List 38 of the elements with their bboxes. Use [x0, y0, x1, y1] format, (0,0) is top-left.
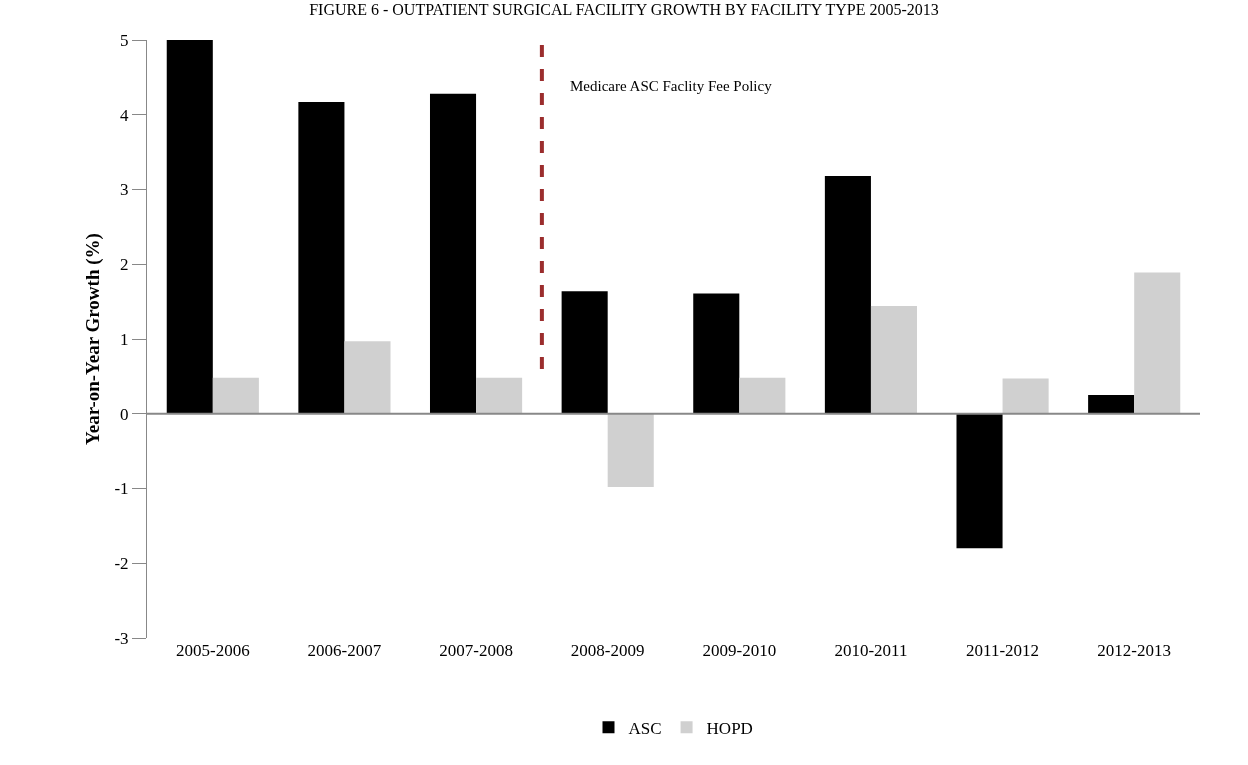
- bar: [1134, 272, 1181, 414]
- y-tick-label: 2: [120, 255, 129, 275]
- bar: [1088, 395, 1135, 414]
- x-tick-label: 2006-2007: [307, 641, 382, 660]
- x-tick-label: 2012-2013: [1097, 641, 1172, 660]
- y-tick-label: 0: [120, 404, 129, 424]
- y-tick-label: -1: [114, 479, 129, 499]
- bar: [561, 291, 608, 414]
- legend-label: HOPD: [706, 718, 753, 738]
- bar: [212, 377, 259, 414]
- y-tick-label: 5: [120, 30, 129, 50]
- annotation: Medicare ASC Faclity Fee Policy: [570, 78, 773, 94]
- bar: [607, 413, 654, 488]
- bar: [870, 306, 918, 414]
- y-tick-label: -2: [114, 554, 129, 574]
- bar: [1002, 378, 1049, 414]
- bar: [476, 377, 523, 414]
- bar: [429, 93, 477, 414]
- y-tick-label: -3: [114, 628, 129, 648]
- x-tick-label: 2011-2012: [966, 641, 1040, 660]
- x-tick-label: 2008-2009: [570, 641, 645, 660]
- y-tick-label: 3: [120, 180, 129, 200]
- y-tick-label: 4: [120, 105, 130, 125]
- x-tick-label: 2009-2010: [702, 641, 777, 660]
- x-tick-label: 2007-2008: [439, 641, 513, 660]
- bar: [739, 377, 786, 414]
- y-tick-label: 1: [120, 329, 129, 349]
- bar: [166, 40, 213, 414]
- bar: [298, 102, 345, 414]
- x-tick-label: 2010-2011: [834, 641, 908, 660]
- bar: [824, 176, 871, 414]
- bar: [693, 293, 740, 414]
- legend-label: ASC: [628, 718, 662, 738]
- x-tick-label: 2005-2006: [175, 641, 250, 660]
- bar: [956, 413, 1003, 549]
- chart-title: FIGURE 6 - OUTPATIENT SURGICAL FACILITY GROWTH BY FACILITY TYPE 2005-2013: [309, 1, 939, 19]
- y-axis-title: Year-on-Year Growth (%): [82, 233, 104, 445]
- bar: [344, 341, 391, 414]
